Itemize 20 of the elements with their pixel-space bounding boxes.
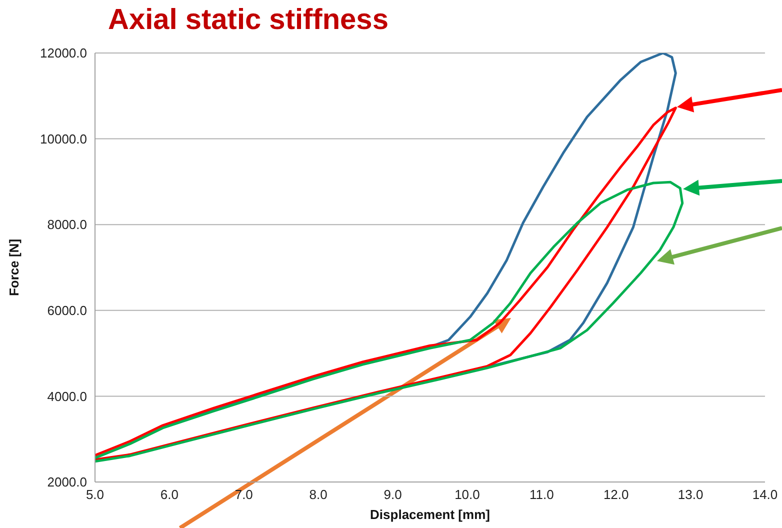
y-tick-label: 4000.0 — [47, 388, 87, 404]
y-tick-label: 10000.0 — [40, 131, 87, 146]
x-tick-label: 10.0 — [454, 487, 480, 502]
x-tick-label: 6.0 — [160, 487, 178, 502]
line-series — [95, 180, 684, 463]
x-tick-label: 9.0 — [384, 487, 402, 502]
y-tick-label: 2000.0 — [47, 474, 87, 490]
chart-title: Axial static stiffness — [108, 4, 388, 37]
x-tick-label: 7.0 — [234, 487, 253, 502]
x-tick-label: 8.0 — [309, 487, 328, 502]
y-tick-label: 6000.0 — [47, 303, 87, 318]
y-tick-label: 8000.0 — [47, 217, 87, 232]
x-tick-label: 13.0 — [678, 487, 704, 502]
x-tick-label: 14.0 — [752, 487, 778, 502]
x-tick-label: 5.0 — [86, 487, 104, 502]
y-axis-title: Force [N] — [6, 238, 22, 296]
x-axis-title: Displacement [mm] — [370, 507, 490, 522]
x-tick-label: 11.0 — [529, 487, 554, 502]
y-tick-label: 12000.0 — [40, 46, 87, 61]
x-tick-label: 12.0 — [603, 487, 629, 502]
